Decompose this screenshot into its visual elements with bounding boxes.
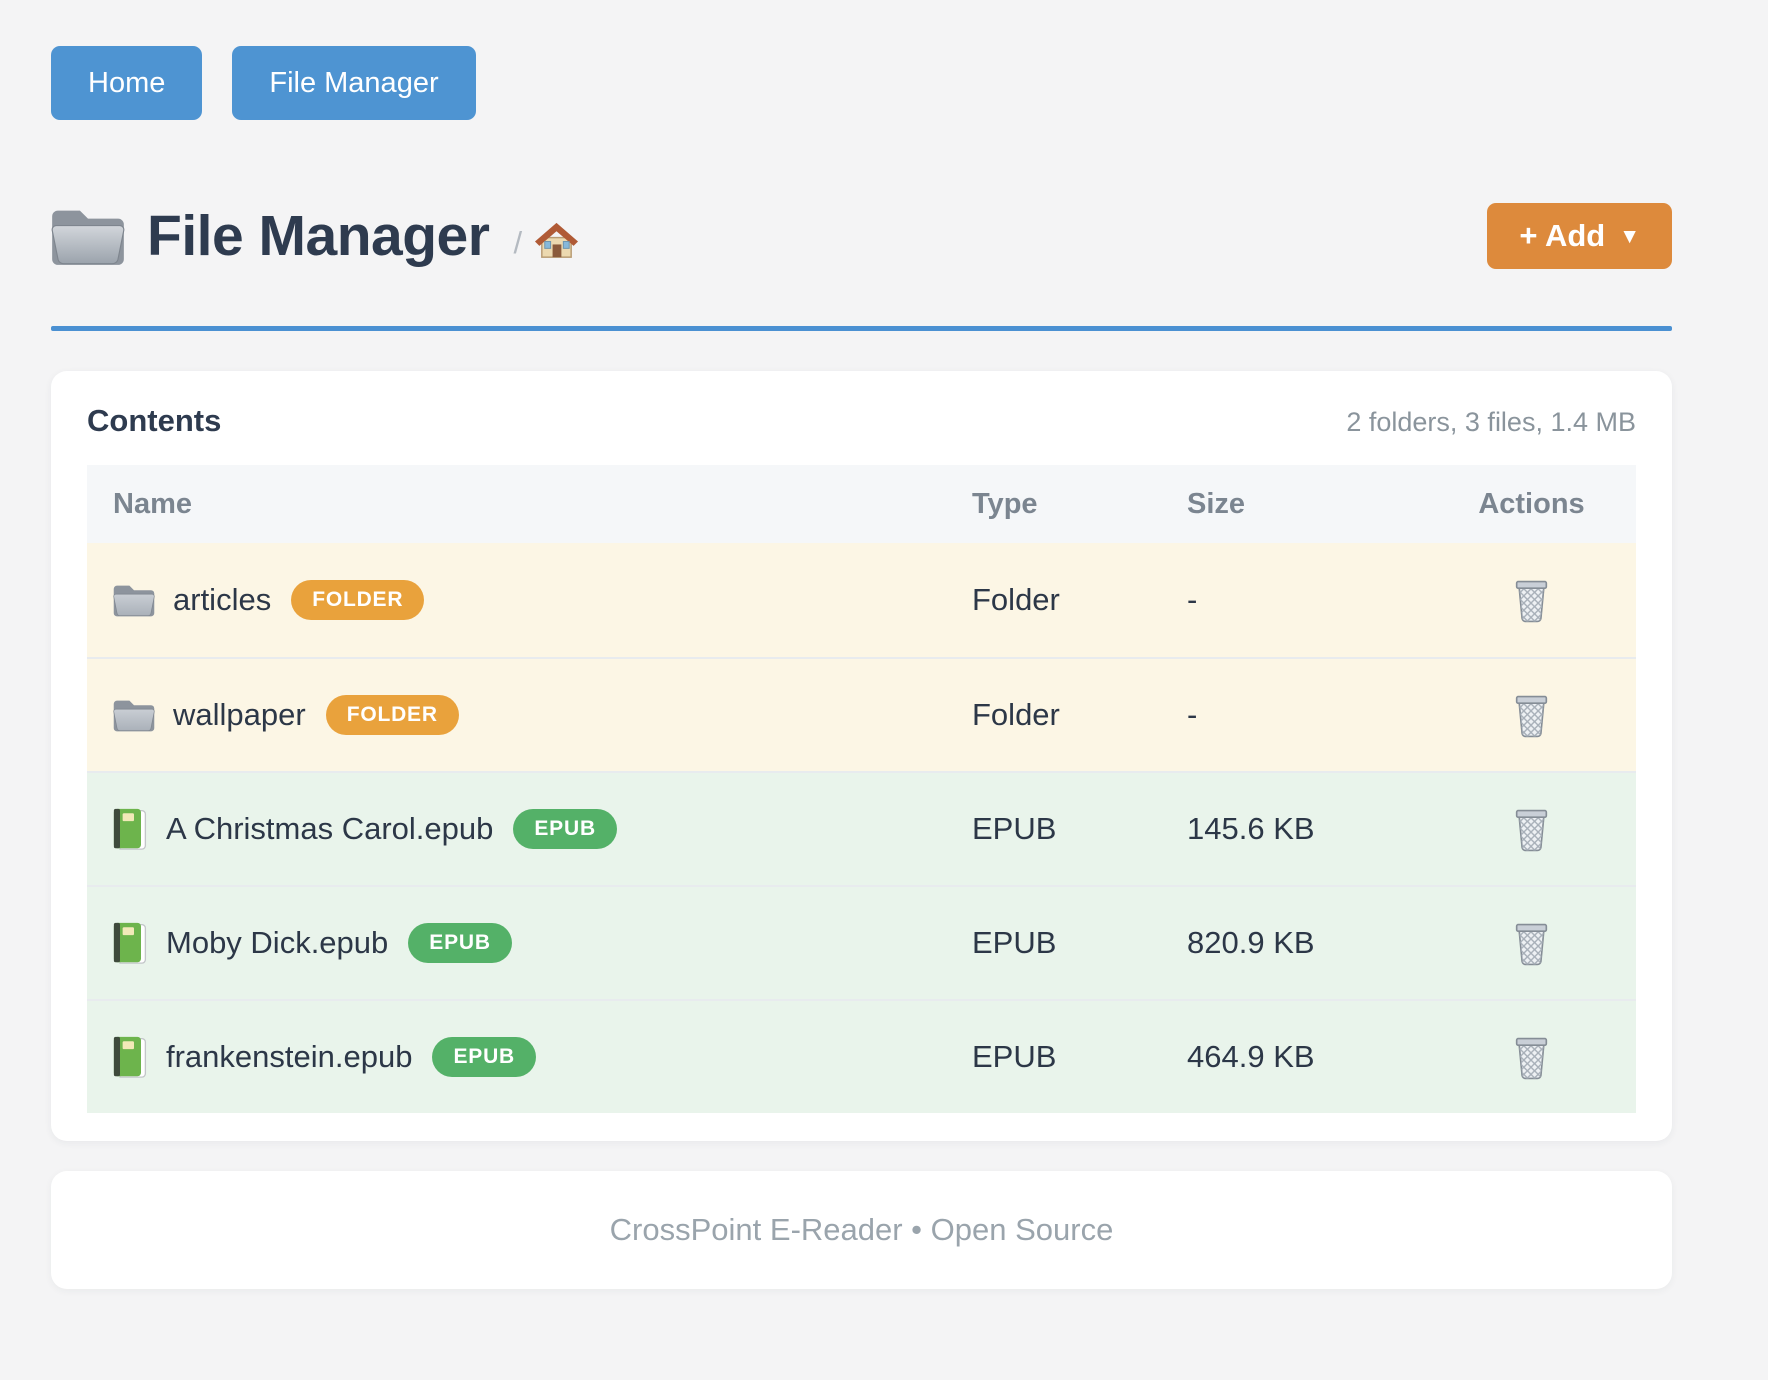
folder-icon [113,585,155,617]
file-link[interactable]: Moby Dick.epub [113,921,388,965]
actions-cell [1427,917,1636,970]
type-badge: EPUB [513,809,617,849]
actions-cell [1427,689,1636,742]
breadcrumb-home-link[interactable] [534,220,579,262]
home-button[interactable]: Home [51,46,203,120]
green-book-icon [113,922,147,964]
page: Home File Manager File Manager / + [51,0,1672,1289]
page-header: File Manager / + Add ▼ [51,196,1672,276]
title-group: File Manager / [51,203,1487,269]
type-cell: EPUB [972,1039,1057,1074]
actions-cell [1427,1031,1636,1084]
file-name: articles [173,582,272,617]
contents-summary: 2 folders, 3 files, 1.4 MB [1346,407,1636,437]
column-header-type: Type [972,487,1038,520]
column-header-actions: Actions [1478,487,1585,520]
name-cell: wallpaper FOLDER [87,695,972,735]
type-cell: Folder [972,582,1060,617]
delete-button[interactable] [1509,1031,1554,1084]
trash-icon [1515,1037,1548,1079]
file-name: A Christmas Carol.epub [166,811,494,846]
folder-icon [113,700,155,732]
table-row: A Christmas Carol.epub EPUB EPUB 145.6 K… [87,771,1636,885]
actions-cell [1427,574,1636,627]
name-cell: frankenstein.epub EPUB [87,1035,972,1079]
type-badge: FOLDER [325,695,459,735]
footer-card: CrossPoint E-Reader • Open Source [51,1171,1672,1289]
add-button[interactable]: + Add ▼ [1487,203,1672,269]
delete-button[interactable] [1509,574,1554,627]
delete-button[interactable] [1509,803,1554,856]
top-nav: Home File Manager [51,46,1672,120]
chevron-down-icon: ▼ [1619,225,1640,248]
page-title: File Manager [147,204,490,268]
name-cell: A Christmas Carol.epub EPUB [87,807,972,851]
size-cell: - [1187,582,1198,617]
size-cell: 145.6 KB [1187,811,1315,846]
table-row: articles FOLDER Folder - [87,543,1636,657]
type-cell: Folder [972,697,1060,732]
file-link[interactable]: articles [113,582,271,618]
delete-button[interactable] [1509,689,1554,742]
contents-header: Contents 2 folders, 3 files, 1.4 MB [87,403,1636,439]
file-name: Moby Dick.epub [166,925,389,960]
contents-card: Contents 2 folders, 3 files, 1.4 MB Name… [51,371,1672,1141]
green-book-icon [113,1036,147,1078]
trash-icon [1515,580,1548,622]
table-row: wallpaper FOLDER Folder - [87,657,1636,771]
file-link[interactable]: frankenstein.epub [113,1035,412,1079]
size-cell: 464.9 KB [1187,1039,1315,1074]
type-badge: FOLDER [291,580,425,620]
file-name: frankenstein.epub [166,1039,413,1074]
trash-icon [1515,809,1548,851]
table-header: Name Type Size Actions [87,465,1636,543]
size-cell: - [1187,697,1198,732]
type-badge: EPUB [432,1037,537,1077]
title-divider [51,326,1672,331]
add-button-label: + Add [1519,218,1606,253]
footer-text: CrossPoint E-Reader • Open Source [609,1212,1114,1247]
type-cell: EPUB [972,811,1057,846]
house-icon [535,222,579,258]
table-row: Moby Dick.epub EPUB EPUB 820.9 KB [87,885,1636,999]
file-link[interactable]: A Christmas Carol.epub [113,807,493,851]
type-cell: EPUB [972,925,1057,960]
contents-title: Contents [87,403,222,438]
file-table: Name Type Size Actions [87,465,1636,1113]
green-book-icon [113,808,147,850]
column-header-name: Name [113,487,192,520]
file-name: wallpaper [173,697,306,732]
size-cell: 820.9 KB [1187,925,1315,960]
name-cell: articles FOLDER [87,580,972,620]
delete-button[interactable] [1509,917,1554,970]
folder-icon [51,210,125,265]
trash-icon [1515,923,1548,965]
table-row: frankenstein.epub EPUB EPUB 464.9 KB [87,999,1636,1113]
column-header-size: Size [1187,487,1246,520]
file-link[interactable]: wallpaper [113,697,306,733]
file-manager-button[interactable]: File Manager [232,46,476,120]
breadcrumb-separator: / [513,225,523,260]
type-badge: EPUB [408,923,512,963]
trash-icon [1515,695,1548,737]
name-cell: Moby Dick.epub EPUB [87,921,972,965]
actions-cell [1427,803,1636,856]
